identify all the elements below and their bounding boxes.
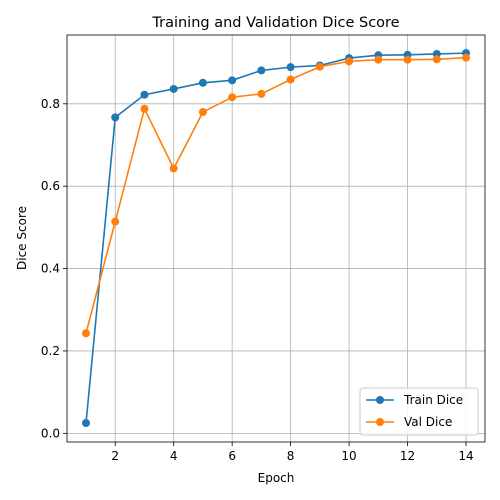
data-point: [169, 164, 178, 173]
series-layer: [82, 49, 470, 428]
data-point: [169, 84, 178, 93]
grid: [67, 35, 485, 442]
data-point: [140, 104, 149, 113]
x-tick-label: 10: [341, 449, 356, 463]
x-tick-label: 8: [287, 449, 295, 463]
data-point: [198, 108, 207, 117]
y-tick-label: 0.4: [41, 262, 60, 276]
y-tick-label: 0.2: [41, 344, 60, 358]
plot-area-frame: [66, 34, 486, 443]
y-tick-label: 0.6: [41, 179, 60, 193]
data-point: [432, 55, 441, 64]
series-1: [82, 53, 470, 338]
x-tick-label: 14: [458, 449, 473, 463]
series-0: [82, 49, 470, 428]
legend-marker: [376, 418, 384, 426]
data-point: [315, 62, 324, 71]
chart-title: Training and Validation Dice Score: [151, 15, 399, 31]
x-axis-ticks: 2 4 6 8 10 12 14: [111, 442, 474, 463]
data-point: [140, 90, 149, 99]
data-point: [111, 217, 120, 226]
x-tick-label: 12: [400, 449, 415, 463]
legend: Train Dice Val Dice: [359, 387, 479, 436]
y-tick-label: 0.8: [41, 97, 60, 111]
data-point: [286, 75, 295, 84]
data-point: [111, 113, 120, 122]
data-point: [228, 93, 237, 102]
x-tick-label: 2: [111, 449, 119, 463]
x-tick-label: 4: [170, 449, 178, 463]
y-axis-ticks: 0.0 0.2 0.4 0.6 0.8: [41, 97, 67, 440]
series-line: [85, 56, 467, 334]
data-point: [345, 57, 354, 66]
data-point: [286, 63, 295, 72]
legend-label: Train Dice: [403, 393, 463, 407]
y-axis-title: Dice Score: [15, 206, 29, 270]
legend-item: Val Dice: [366, 415, 452, 429]
data-point: [228, 76, 237, 85]
data-point: [82, 329, 90, 338]
data-point: [462, 53, 470, 62]
y-tick-label: 0.0: [41, 426, 60, 440]
data-point: [198, 78, 207, 87]
legend-marker: [376, 396, 384, 404]
data-point: [257, 89, 266, 98]
x-tick-label: 6: [228, 449, 236, 463]
data-point: [257, 66, 266, 75]
legend-item: Train Dice: [366, 393, 463, 407]
series-line: [85, 52, 467, 424]
legend-label: Val Dice: [404, 415, 452, 429]
data-point: [82, 419, 90, 428]
data-point: [374, 55, 383, 64]
x-axis-title: Epoch: [258, 471, 295, 485]
data-point: [403, 55, 412, 64]
